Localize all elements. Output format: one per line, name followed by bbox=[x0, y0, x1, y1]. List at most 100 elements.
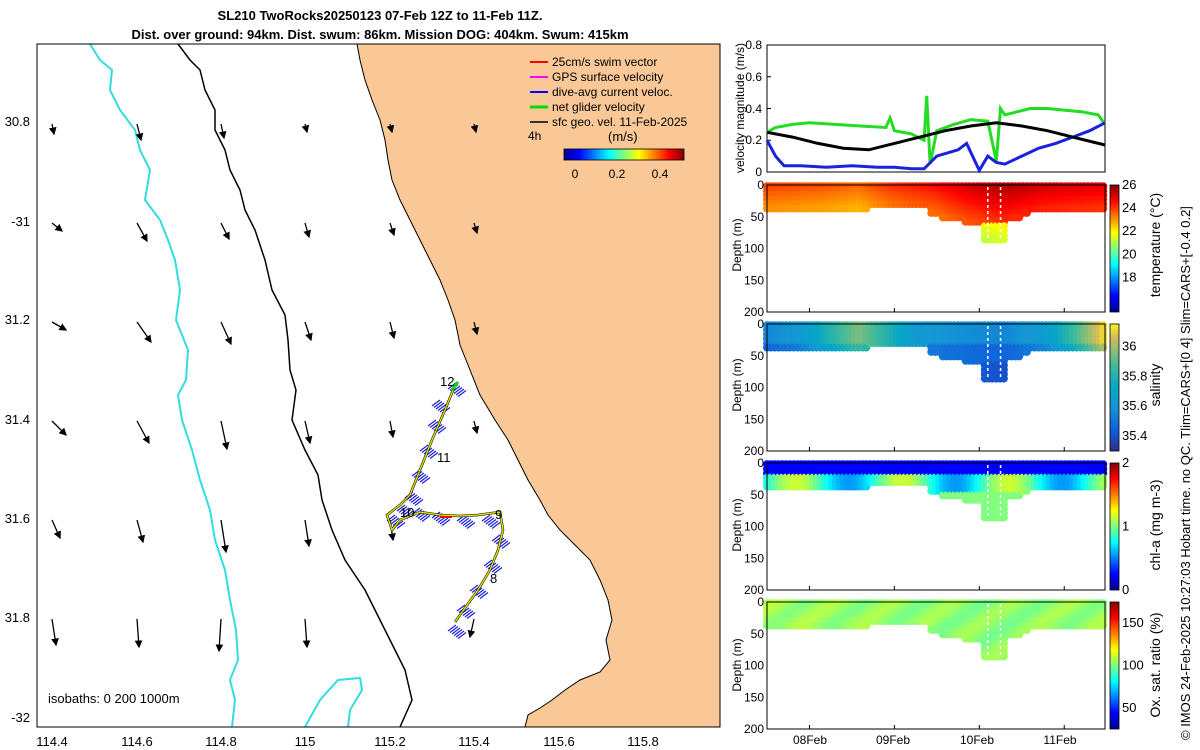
section-frame bbox=[766, 601, 1106, 730]
depth-tick: 0 bbox=[757, 595, 764, 609]
dac-vector bbox=[441, 519, 451, 526]
depth-tick: 200 bbox=[744, 444, 764, 458]
section-frame bbox=[766, 323, 1106, 452]
geo-velocity-arrow bbox=[304, 420, 313, 445]
depth-tick: 50 bbox=[751, 627, 765, 641]
section-sample bbox=[1099, 621, 1108, 630]
map-panel: 8 9 10 11 12 25cm/s swim vector GPS surface … bbox=[5, 43, 721, 749]
dac-vector bbox=[455, 630, 465, 638]
map-frame bbox=[36, 43, 721, 728]
section-sample bbox=[1099, 343, 1108, 352]
geo-velocity-arrow bbox=[135, 123, 144, 142]
dac-vector bbox=[501, 542, 511, 549]
dac-vector bbox=[479, 592, 489, 599]
series-line-net-glider-velocity bbox=[766, 95, 1107, 165]
dac-vector bbox=[451, 627, 461, 635]
velocity-ylabel: velocity magnitude (m/s) bbox=[733, 43, 747, 173]
geo-velocity-arrow bbox=[220, 321, 232, 346]
dac-vector bbox=[437, 404, 447, 411]
colorbar-tick: 100 bbox=[1122, 658, 1144, 673]
dac-vector bbox=[433, 401, 443, 408]
legend-gps-label: GPS surface velocity bbox=[552, 70, 663, 84]
salinity-cbar-label: salinity bbox=[1147, 364, 1163, 407]
section-frame bbox=[766, 462, 1106, 591]
colorbar-tick: 22 bbox=[1122, 223, 1136, 238]
dac-vector bbox=[410, 496, 420, 503]
dac-vector bbox=[449, 626, 459, 633]
x-tick: 115.2 bbox=[374, 734, 406, 749]
dac-vector bbox=[429, 452, 439, 459]
y-tick: 0.4 bbox=[745, 102, 762, 116]
colorbar-tick: 50 bbox=[1122, 700, 1136, 715]
dac-vector bbox=[483, 516, 493, 523]
legend-note: 4h bbox=[528, 129, 541, 143]
legend-swim-label: 25cm/s swim vector bbox=[552, 55, 657, 69]
depth-tick: 100 bbox=[744, 520, 764, 534]
section-panel: 0 50 100 150 200 50 100 150 bbox=[744, 595, 1144, 736]
dac-vector bbox=[491, 534, 501, 542]
depth-tick: 0 bbox=[757, 317, 764, 331]
dac-vector bbox=[481, 514, 491, 522]
colorbar-tick: 0 bbox=[1122, 582, 1129, 597]
depth-tick: 150 bbox=[744, 273, 764, 287]
dac-vector bbox=[489, 520, 499, 528]
dac-vector bbox=[464, 520, 474, 528]
colorbar-tick: 20 bbox=[1122, 246, 1136, 261]
dac-vector bbox=[455, 388, 465, 396]
colorbar-tick: 35.4 bbox=[1122, 428, 1147, 443]
dac-vector bbox=[453, 387, 463, 394]
dac-vector bbox=[398, 506, 408, 513]
dac-vector bbox=[447, 624, 457, 632]
dac-vector bbox=[475, 589, 485, 596]
map-x-ticks: 114.4 114.6 114.8 115 115.2 115.4 115.6 … bbox=[36, 734, 659, 749]
depth-tick: 150 bbox=[744, 412, 764, 426]
dac-vector bbox=[412, 497, 422, 505]
dac-vector bbox=[396, 522, 406, 529]
isobath-0m bbox=[356, 43, 613, 728]
section-ylabel: Depth (m) bbox=[730, 358, 744, 411]
dac-vector bbox=[411, 507, 421, 515]
dac-vector bbox=[435, 425, 445, 433]
geo-velocity-arrow bbox=[136, 420, 150, 445]
geo-velocity-arrow bbox=[471, 222, 479, 235]
dac-vector bbox=[491, 522, 501, 529]
depth-tick: 200 bbox=[744, 305, 764, 319]
section-sample bbox=[999, 235, 1008, 244]
dac-vector bbox=[419, 475, 429, 483]
depth-tick: 0 bbox=[757, 178, 764, 192]
dac-vector bbox=[487, 519, 497, 526]
figure-subtitle: Dist. over ground: 94km. Dist. swum: 86k… bbox=[131, 27, 629, 42]
velocity-yticks: 0 0.2 0.4 0.6 0.8 bbox=[745, 38, 762, 179]
dac-vector bbox=[464, 610, 474, 618]
land-island bbox=[650, 690, 680, 718]
isobath-1000m bbox=[89, 43, 364, 728]
dac-vector bbox=[469, 584, 479, 592]
dac-vector bbox=[419, 513, 429, 521]
colorbar-tick: 0.4 bbox=[652, 167, 669, 181]
depth-tick: 100 bbox=[744, 659, 764, 673]
dac-vector bbox=[460, 517, 470, 525]
track-line bbox=[386, 382, 504, 623]
dac-vector bbox=[466, 522, 476, 529]
x-tick: 115.4 bbox=[458, 734, 490, 749]
colorbar-tick: 2 bbox=[1122, 455, 1129, 470]
depth-tick: 150 bbox=[744, 551, 764, 565]
day-label: 8 bbox=[490, 571, 497, 586]
dac-vector bbox=[419, 444, 429, 452]
net-velocity-vector bbox=[450, 381, 460, 391]
geo-velocity-arrow bbox=[48, 123, 57, 136]
section-sample bbox=[999, 652, 1008, 661]
colorbar-tick: 35.8 bbox=[1122, 368, 1147, 383]
speed-colorbar bbox=[563, 148, 685, 161]
section-ylabel: Depth (m) bbox=[730, 498, 744, 551]
time-tick: 08Feb bbox=[793, 733, 827, 747]
isobath-200m bbox=[177, 43, 413, 728]
geo-velocity-arrow bbox=[304, 321, 313, 342]
dac-vector bbox=[466, 612, 476, 619]
day-label: 11 bbox=[437, 450, 451, 465]
x-tick: 115.8 bbox=[627, 734, 659, 749]
section-sample bbox=[1099, 204, 1108, 213]
dac-vector bbox=[431, 399, 441, 407]
section-sample bbox=[1099, 482, 1108, 491]
